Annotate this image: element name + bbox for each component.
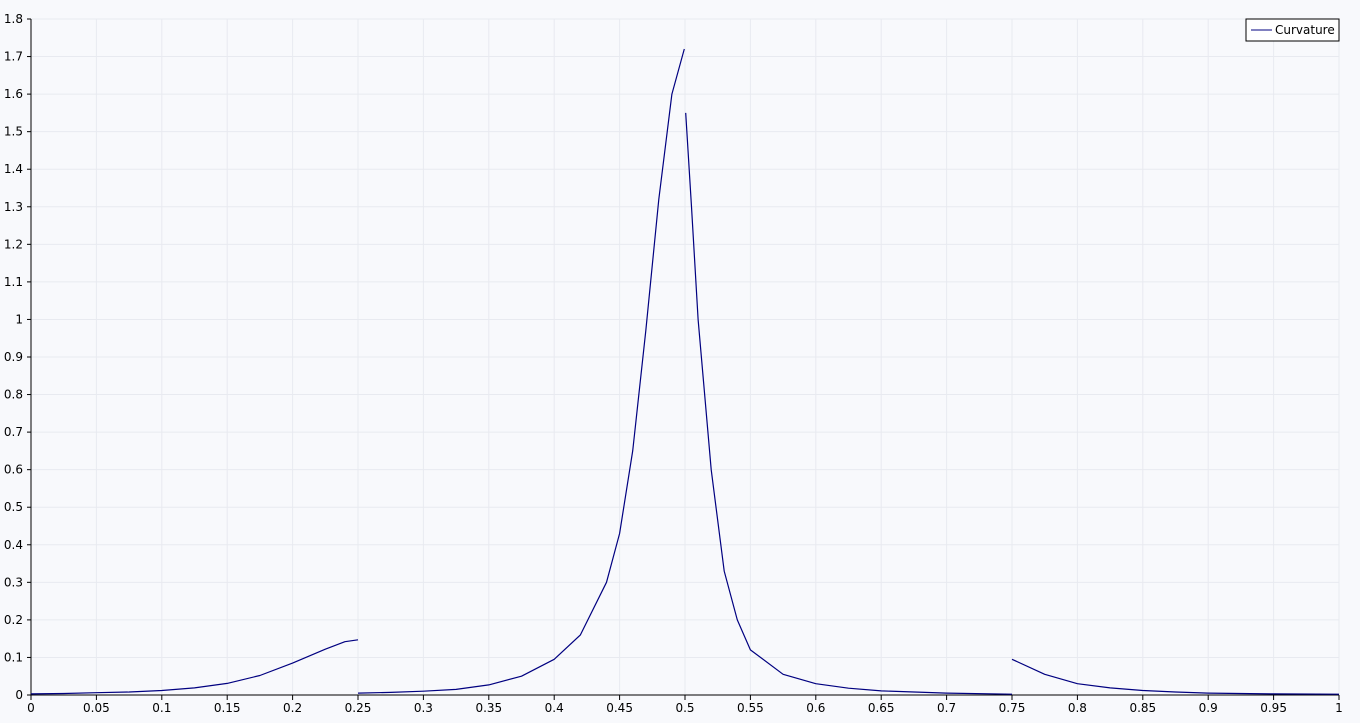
curvature-line-segment (357, 48, 685, 694)
legend-box (1245, 18, 1340, 42)
legend-label: Curvature (1275, 23, 1335, 37)
x-tick-label: 0.4 (545, 701, 564, 715)
x-tick-label: 0.35 (475, 701, 502, 715)
y-tick-label: 0.9 (4, 350, 23, 364)
y-tick-label: 0 (15, 688, 23, 702)
x-tick-label: 0 (27, 701, 35, 715)
tick-labels: 0 0.05 0.1 0.15 0.2 0.25 0.3 0.35 0.4 0.45 0.5 0.55… (4, 12, 1343, 715)
curvature-line-segment (685, 112, 1013, 695)
y-tick-label: 0.5 (4, 500, 23, 514)
y-tick-label: 1.1 (4, 275, 23, 289)
x-tick-label: 0.25 (345, 701, 372, 715)
x-tick-label: 0.15 (214, 701, 241, 715)
y-tick-label: 0.4 (4, 538, 23, 552)
x-tick-label: 0.95 (1260, 701, 1287, 715)
x-tick-label: 0.65 (868, 701, 895, 715)
y-tick-label: 1.3 (4, 200, 23, 214)
legend: Curvature (1245, 18, 1340, 42)
x-tick-label: 0.1 (152, 701, 171, 715)
x-tick-label: 0.85 (1129, 701, 1156, 715)
x-tick-label: 0.3 (414, 701, 433, 715)
x-tick-label: 0.8 (1068, 701, 1087, 715)
curvature-line-segment (1011, 658, 1340, 695)
y-tick-label: 1.4 (4, 162, 23, 176)
y-tick-label: 0.8 (4, 388, 23, 402)
y-tick-label: 1.5 (4, 125, 23, 139)
y-tick-label: 0.7 (4, 425, 23, 439)
axes (27, 18, 1340, 700)
y-tick-label: 0.3 (4, 575, 23, 589)
x-tick-label: 0.9 (1199, 701, 1218, 715)
curvature-line-segment (30, 639, 359, 695)
x-tick-label: 0.55 (737, 701, 764, 715)
grid-lines (30, 18, 1340, 696)
y-tick-label: 1.8 (4, 12, 23, 26)
series-curvature (30, 48, 1340, 695)
y-tick-label: 1.7 (4, 50, 23, 64)
y-tick-label: 0.2 (4, 613, 23, 627)
x-tick-label: 1 (1335, 701, 1343, 715)
y-tick-label: 1.2 (4, 237, 23, 251)
x-tick-label: 0.75 (999, 701, 1026, 715)
x-tick-label: 0.2 (283, 701, 302, 715)
x-tick-label: 0.05 (83, 701, 110, 715)
x-tick-label: 0.45 (606, 701, 633, 715)
y-tick-label: 0.1 (4, 650, 23, 664)
y-tick-label: 1 (15, 312, 23, 326)
x-tick-label: 0.6 (806, 701, 825, 715)
y-tick-label: 1.6 (4, 87, 23, 101)
y-tick-label: 0.6 (4, 463, 23, 477)
x-tick-label: 0.7 (937, 701, 956, 715)
x-tick-label: 0.5 (675, 701, 694, 715)
